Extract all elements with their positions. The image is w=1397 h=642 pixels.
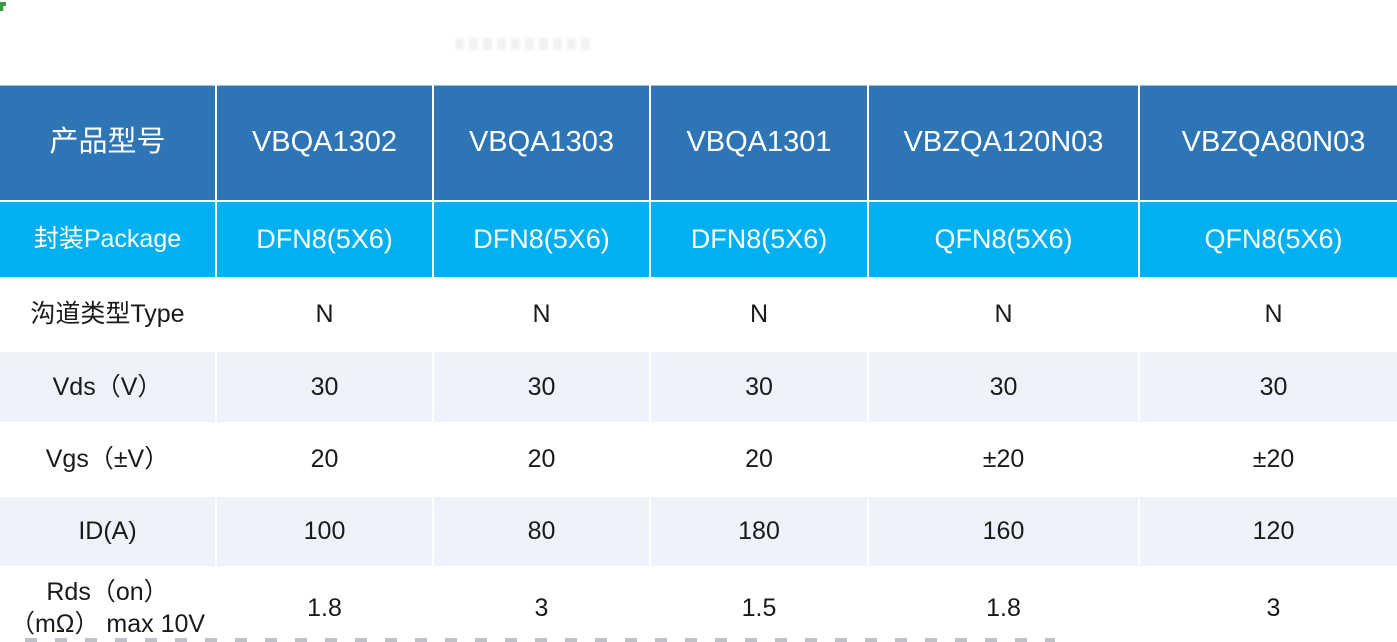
rds-value: 3 <box>1140 568 1397 642</box>
package-value: DFN8(5X6) <box>217 202 432 277</box>
row-label-channel-type: 沟道类型Type <box>0 279 215 350</box>
row-label-vgs: Vgs（±V） <box>0 424 215 495</box>
row-label-vds: Vds（V） <box>0 352 215 422</box>
vgs-value: 20 <box>217 424 432 495</box>
vds-value: 30 <box>217 352 432 422</box>
package-value: QFN8(5X6) <box>869 202 1138 277</box>
package-value: DFN8(5X6) <box>651 202 867 277</box>
vgs-value: 20 <box>651 424 867 495</box>
rds-value: 3 <box>434 568 649 642</box>
faint-watermark <box>455 38 590 50</box>
rds-value: 1.5 <box>651 568 867 642</box>
clipped-next-row <box>25 638 1055 642</box>
vgs-value: ±20 <box>1140 424 1397 495</box>
package-value: QFN8(5X6) <box>1140 202 1397 277</box>
id-value: 80 <box>434 497 649 566</box>
rds-value: 1.8 <box>869 568 1138 642</box>
id-value: 160 <box>869 497 1138 566</box>
vds-value: 30 <box>651 352 867 422</box>
product-spec-table: 产品型号 VBQA1302 VBQA1303 VBQA1301 VBZQA120… <box>0 85 1397 642</box>
header-label: 产品型号 <box>0 85 215 200</box>
channel-type-value: N <box>869 279 1138 350</box>
channel-type-value: N <box>434 279 649 350</box>
product-name: VBQA1301 <box>651 85 867 200</box>
product-name: VBZQA120N03 <box>869 85 1138 200</box>
vds-value: 30 <box>869 352 1138 422</box>
vgs-value: 20 <box>434 424 649 495</box>
channel-type-value: N <box>217 279 432 350</box>
package-value: DFN8(5X6) <box>434 202 649 277</box>
id-value: 120 <box>1140 497 1397 566</box>
vds-value: 30 <box>434 352 649 422</box>
product-name: VBQA1302 <box>217 85 432 200</box>
id-value: 180 <box>651 497 867 566</box>
row-label-package: 封装Package <box>0 202 215 277</box>
vgs-value: ±20 <box>869 424 1138 495</box>
corner-artifact-icon <box>0 2 6 11</box>
product-name: VBQA1303 <box>434 85 649 200</box>
row-label-rds: Rds（on） （mΩ） max 10V <box>0 568 215 642</box>
product-name: VBZQA80N03 <box>1140 85 1397 200</box>
channel-type-value: N <box>651 279 867 350</box>
row-label-id: ID(A) <box>0 497 215 566</box>
id-value: 100 <box>217 497 432 566</box>
rds-value: 1.8 <box>217 568 432 642</box>
vds-value: 30 <box>1140 352 1397 422</box>
channel-type-value: N <box>1140 279 1397 350</box>
